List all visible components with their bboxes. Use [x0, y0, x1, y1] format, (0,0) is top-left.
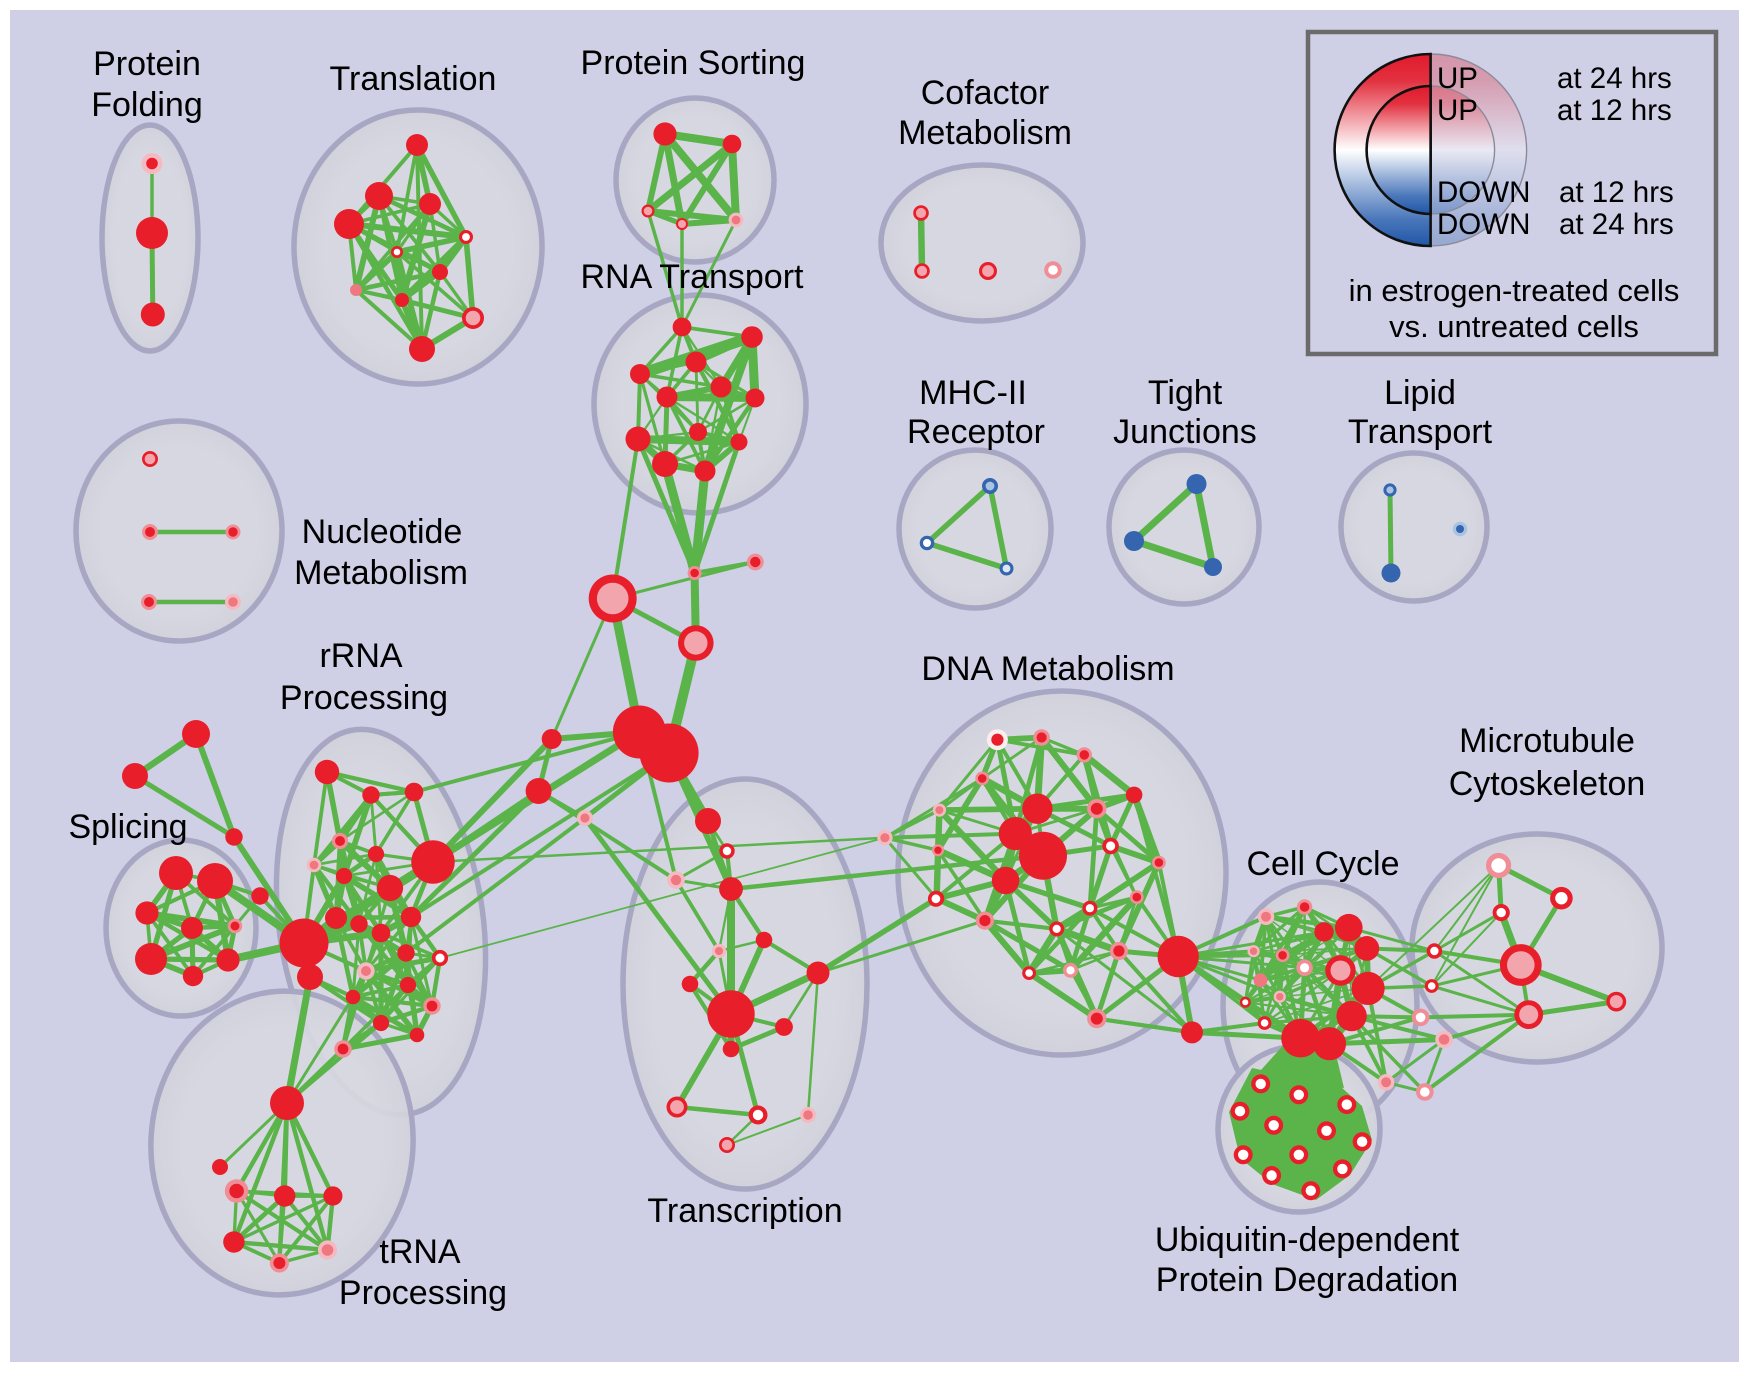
svg-text:Receptor: Receptor: [907, 413, 1045, 451]
svg-text:Translation: Translation: [330, 60, 497, 98]
svg-text:Metabolism: Metabolism: [294, 554, 468, 592]
svg-text:tRNA: tRNA: [379, 1233, 461, 1271]
svg-text:Nucleotide: Nucleotide: [302, 513, 463, 551]
svg-text:Protein Sorting: Protein Sorting: [581, 44, 806, 82]
svg-text:vs. untreated cells: vs. untreated cells: [1389, 309, 1639, 344]
svg-text:rRNA: rRNA: [319, 637, 402, 675]
svg-text:Cofactor: Cofactor: [921, 74, 1050, 112]
svg-text:Metabolism: Metabolism: [898, 114, 1072, 152]
svg-text:Processing: Processing: [339, 1274, 507, 1312]
svg-text:UP: UP: [1437, 62, 1478, 95]
svg-text:RNA Transport: RNA Transport: [581, 258, 805, 296]
svg-text:Processing: Processing: [280, 679, 448, 717]
svg-text:at 12 hrs: at 12 hrs: [1559, 176, 1674, 209]
svg-text:Junctions: Junctions: [1113, 413, 1257, 451]
svg-text:Folding: Folding: [91, 86, 203, 124]
svg-text:Splicing: Splicing: [68, 808, 187, 846]
svg-text:Cell Cycle: Cell Cycle: [1246, 845, 1399, 883]
svg-text:at 12 hrs: at 12 hrs: [1557, 94, 1672, 127]
svg-text:Protein: Protein: [93, 45, 201, 83]
svg-text:at 24 hrs: at 24 hrs: [1559, 208, 1674, 241]
svg-text:Transport: Transport: [1348, 413, 1493, 451]
svg-text:Ubiquitin-dependent: Ubiquitin-dependent: [1155, 1221, 1460, 1259]
svg-text:Microtubule: Microtubule: [1459, 722, 1635, 760]
svg-text:DOWN: DOWN: [1437, 208, 1530, 241]
svg-text:Lipid: Lipid: [1384, 374, 1456, 412]
svg-text:DNA Metabolism: DNA Metabolism: [921, 650, 1174, 688]
svg-text:Cytoskeleton: Cytoskeleton: [1449, 765, 1646, 803]
svg-text:UP: UP: [1437, 94, 1478, 127]
svg-text:MHC-II: MHC-II: [919, 374, 1027, 412]
svg-text:Transcription: Transcription: [647, 1192, 842, 1230]
svg-text:Tight: Tight: [1148, 374, 1223, 412]
svg-text:Protein Degradation: Protein Degradation: [1156, 1261, 1458, 1299]
svg-text:in estrogen-treated cells: in estrogen-treated cells: [1349, 273, 1680, 308]
svg-text:at 24 hrs: at 24 hrs: [1557, 62, 1672, 95]
svg-text:DOWN: DOWN: [1437, 176, 1530, 209]
